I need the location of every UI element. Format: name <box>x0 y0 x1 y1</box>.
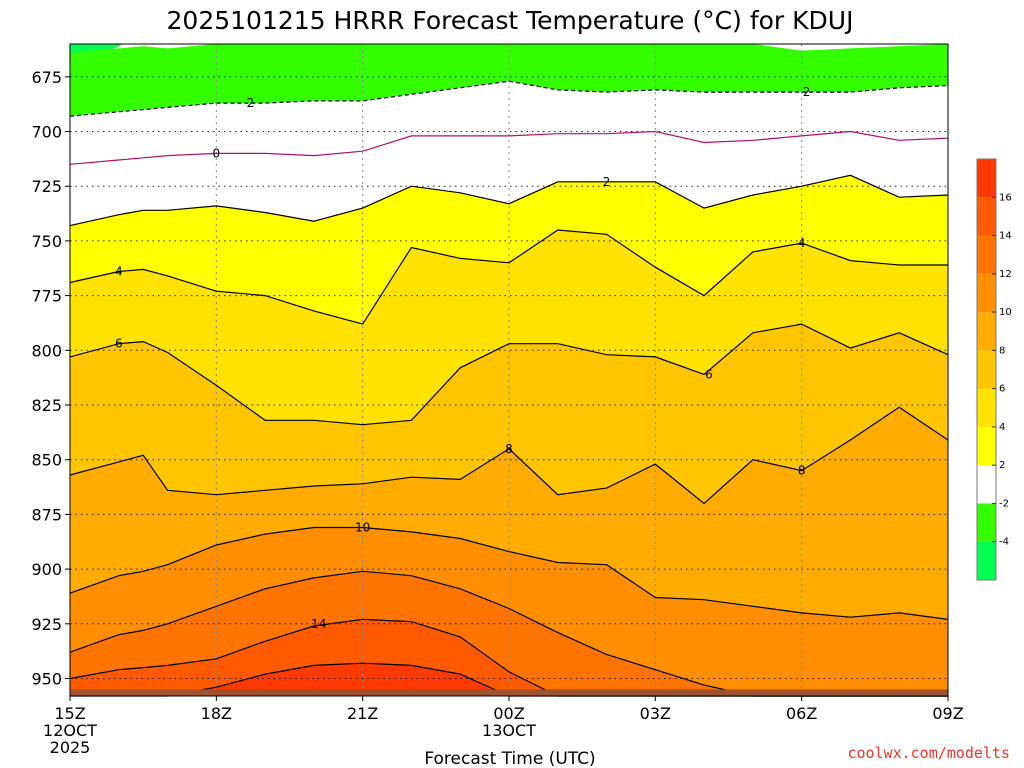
pressure-tick-label: 750 <box>31 232 62 251</box>
isotherm-line <box>69 323 949 426</box>
colorbar-label: 6 <box>999 384 1005 395</box>
isotherm-line <box>69 406 949 505</box>
colorbar-label: 8 <box>999 345 1005 356</box>
colorbar-label: -2 <box>999 498 1009 509</box>
colorbar-swatch <box>977 235 996 274</box>
x-axis-label: Forecast Time (UTC) <box>424 749 595 768</box>
isotherm-line <box>69 229 948 325</box>
pressure-tick-label: 800 <box>31 341 62 360</box>
pressure-tick-label: 825 <box>31 396 62 415</box>
time-tick-label: 12OCT <box>43 721 97 740</box>
source-credit[interactable]: coolwx.com/modelts <box>847 744 1010 762</box>
temperature-band <box>70 663 948 696</box>
contour-label: 2 <box>803 85 811 99</box>
time-tick-label: 09Z <box>932 704 963 723</box>
colorbar-swatch <box>977 350 996 389</box>
time-tick-label: 06Z <box>786 704 817 723</box>
colorbar-frame <box>976 158 997 581</box>
colorbar-swatch <box>977 465 996 504</box>
color-legend: 16 14 12 10 8 6 4 2 -2 -4 <box>976 158 1012 581</box>
temperature-band <box>70 324 948 504</box>
time-tick-label: 2025 <box>50 738 91 757</box>
contour-label: 4 <box>115 265 123 279</box>
colorbar-swatch <box>977 388 996 427</box>
colorbar-label: 10 <box>999 307 1012 318</box>
isotherm-line <box>69 130 949 165</box>
time-tick-label: 13OCT <box>482 721 536 740</box>
contour-label: 4 <box>798 236 806 250</box>
colorbar-label: 16 <box>999 192 1012 203</box>
colorbar-swatch <box>977 541 996 580</box>
isotherm-line <box>69 174 949 227</box>
contour-label: 6 <box>115 337 123 351</box>
pressure-tick-label: 725 <box>31 177 62 196</box>
colorbar-label: 4 <box>999 422 1005 433</box>
pressure-tick-label: 700 <box>31 123 62 142</box>
contour-label: 8 <box>505 442 513 456</box>
contour-label: 2 <box>603 175 611 189</box>
time-tick-label: 03Z <box>640 704 671 723</box>
colorbar-swatch <box>977 273 996 313</box>
contour-label: 2 <box>247 96 255 110</box>
contour-label: 8 <box>798 464 806 478</box>
time-tick-label: 21Z <box>347 704 378 723</box>
pressure-tick-label: 950 <box>31 669 62 688</box>
pressure-tick-label: 850 <box>31 451 62 470</box>
pressure-tick-label: 775 <box>31 287 62 306</box>
pressure-tick-label: 925 <box>31 615 62 634</box>
time-tick-label: 18Z <box>201 704 232 723</box>
colorbar-label: 12 <box>999 269 1012 280</box>
colorbar-swatch <box>977 312 996 351</box>
contour-label: 10 <box>355 521 370 535</box>
isotherm-line <box>69 526 949 620</box>
contour-label: 14 <box>311 617 326 631</box>
pressure-tick-label: 875 <box>31 505 62 524</box>
colorbar-label: -4 <box>999 537 1009 548</box>
colorbar-swatch <box>977 197 996 236</box>
chart-title: 2025101215 HRRR Forecast Temperature (°C… <box>167 6 854 35</box>
colorbar-swatch <box>977 503 996 542</box>
colorbar-swatch <box>977 159 996 198</box>
pressure-tick-label: 900 <box>31 560 62 579</box>
colorbar-label: 2 <box>999 460 1005 471</box>
time-tick-label: 15Z <box>54 704 85 723</box>
pressure-axis-labels: 675 700 725 750 775 800 825 850 875 900 925 950 <box>31 68 70 688</box>
plot-area: 2 2 0 2 4 4 6 6 8 8 10 14 675 700 725 750 775 800 825 850 8… <box>31 43 964 757</box>
temperature-band <box>70 619 948 696</box>
temperature-band <box>70 527 948 696</box>
isotherm-line <box>69 80 949 117</box>
ground-level-band <box>70 689 948 696</box>
time-tick-label: 00Z <box>493 704 524 723</box>
contour-label: 6 <box>705 367 713 381</box>
colorbar-swatch <box>977 426 996 466</box>
contour-label: 0 <box>213 146 221 160</box>
colorbar-label: 14 <box>999 231 1012 242</box>
pressure-tick-label: 675 <box>31 68 62 87</box>
grid-lines <box>69 44 949 696</box>
